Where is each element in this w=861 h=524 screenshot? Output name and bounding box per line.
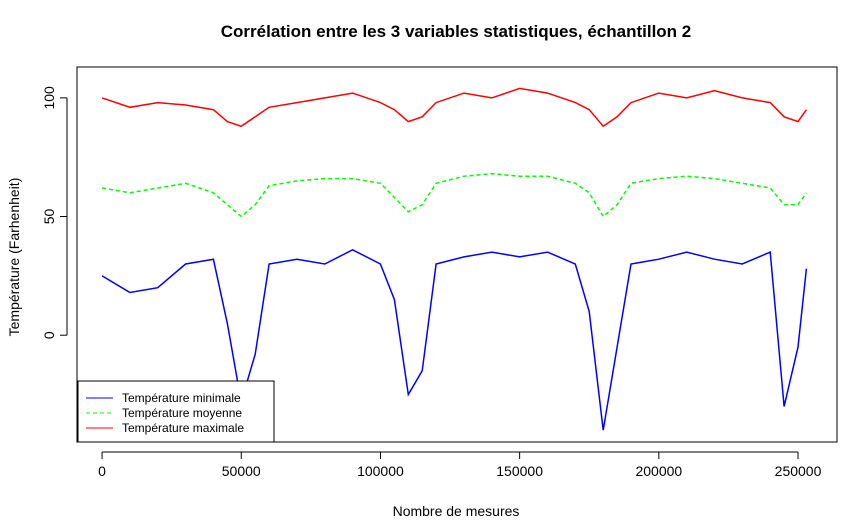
plot-area bbox=[101, 87, 808, 431]
series-line-2 bbox=[101, 87, 808, 128]
legend-box bbox=[77, 380, 275, 443]
x-axis: 0 50000 100000 150000 200000 250000 bbox=[98, 451, 822, 479]
plot-frame bbox=[76, 66, 838, 443]
x-tick-label: 0 bbox=[98, 463, 106, 479]
x-tick-label: 250000 bbox=[775, 463, 822, 479]
x-tick-label: 200000 bbox=[635, 463, 682, 479]
legend: Température minimale Température moyenne… bbox=[77, 380, 275, 443]
legend-label-max: Température maximale bbox=[122, 421, 244, 435]
y-axis: 0 50 100 bbox=[41, 86, 68, 339]
x-tick-label: 150000 bbox=[496, 463, 543, 479]
y-tick-label: 100 bbox=[41, 86, 57, 110]
chart-title: Corrélation entre les 3 variables statis… bbox=[221, 22, 692, 41]
legend-label-mean: Température moyenne bbox=[122, 406, 242, 420]
x-axis-label: Nombre de mesures bbox=[393, 503, 520, 519]
legend-label-min: Température minimale bbox=[122, 391, 241, 405]
series-line-0 bbox=[101, 248, 808, 431]
x-tick-label: 100000 bbox=[357, 463, 404, 479]
y-tick-label: 0 bbox=[41, 331, 57, 339]
y-axis-label: Température (Farhenheit) bbox=[6, 178, 22, 337]
series-line-1 bbox=[101, 173, 808, 218]
x-tick-label: 50000 bbox=[222, 463, 261, 479]
y-tick-label: 50 bbox=[41, 209, 57, 225]
